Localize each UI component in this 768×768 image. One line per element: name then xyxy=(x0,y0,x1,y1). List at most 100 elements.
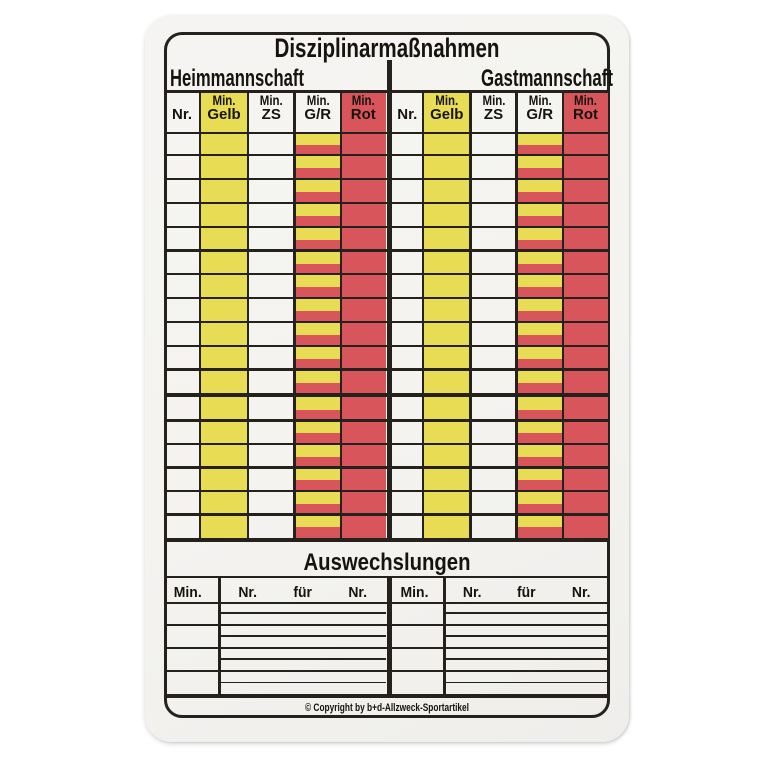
copyright-text: © Copyright by b+d-Allzweck-Sportartikel xyxy=(304,701,470,714)
subs-halfrow-line-gast-2 xyxy=(444,658,608,661)
subs-header-heim-wide: Nr. für Nr. xyxy=(220,585,386,600)
cell-heim-gr-row4-yellow xyxy=(294,202,341,216)
cell-heim-gr-row13-yellow xyxy=(294,420,341,434)
guest-team-label: Gastmannschaft xyxy=(480,65,613,93)
cell-gast-gr-row3-red xyxy=(516,192,563,203)
subs-header-gast-nr-in: Nr. xyxy=(571,583,591,601)
cell-gast-gr-row15-red xyxy=(516,480,563,492)
header-heim-zs-min: Min. xyxy=(259,92,283,108)
cell-gast-gr-row14-yellow xyxy=(516,444,563,457)
cell-gast-gr-row6-yellow xyxy=(516,250,563,264)
cell-heim-gr-row6-red xyxy=(294,263,341,275)
column-line-heim-3 xyxy=(339,90,343,542)
header-heim-rot-min: Min. xyxy=(351,92,375,108)
header-gast-zs-min: Min. xyxy=(482,92,505,108)
cell-heim-gr-row5-red xyxy=(294,239,341,251)
subs-header-heim-fuer: für xyxy=(293,583,312,601)
cell-heim-gr-row12-red xyxy=(294,410,341,421)
header-gast-gr-min: Min. xyxy=(528,92,552,108)
cell-gast-gr-row13-red xyxy=(516,433,563,445)
cell-gast-gr-row5-yellow xyxy=(516,226,563,240)
card-border-frame xyxy=(164,32,610,718)
cell-gast-gr-row2-yellow xyxy=(516,155,563,169)
header-heim-rot-label: Rot xyxy=(350,106,376,124)
cell-gast-gr-row5-red xyxy=(516,239,563,251)
header-heim-gr-min: Min. xyxy=(306,92,330,108)
cell-heim-gr-row7-yellow xyxy=(294,274,341,288)
cell-heim-gr-row17-red xyxy=(294,527,341,538)
column-line-gast-1 xyxy=(469,90,472,542)
header-gast-rot-min: Min. xyxy=(574,92,597,108)
column-line-gast-2 xyxy=(515,90,518,542)
cell-heim-gr-row5-yellow xyxy=(294,226,341,240)
header-gast-zs-label: ZS xyxy=(483,106,504,124)
subs-header-gast-fuer: für xyxy=(516,583,536,601)
column-fill-gast-gelb xyxy=(423,90,471,542)
header-gast-rot-label: Rot xyxy=(573,106,598,124)
column-line-gast-3 xyxy=(561,90,565,542)
header-heim-gr-label: G/R xyxy=(304,106,332,124)
cell-heim-gr-row14-yellow xyxy=(294,444,341,457)
cell-heim-gr-row2-red xyxy=(294,168,341,180)
column-line-gast-0 xyxy=(421,90,425,542)
cell-gast-gr-row14-red xyxy=(516,456,563,468)
cell-gast-gr-row9-red xyxy=(516,334,563,346)
cell-gast-gr-row8-red xyxy=(516,311,563,322)
cell-gast-gr-row2-red xyxy=(516,168,563,180)
subs-min-divider-gast xyxy=(443,575,446,698)
center-divider-lower xyxy=(386,575,393,698)
center-divider-upper xyxy=(386,60,393,542)
header-gast-nr-label: Nr. xyxy=(397,106,418,124)
cell-heim-gr-row10-yellow xyxy=(294,345,341,359)
cell-heim-gr-row1-yellow xyxy=(294,131,341,145)
cell-heim-gr-row8-red xyxy=(294,311,341,322)
cell-heim-gr-row16-red xyxy=(294,503,341,515)
column-line-heim-0 xyxy=(198,90,202,542)
header-gast-gr-label: G/R xyxy=(526,106,554,124)
cell-heim-gr-row11-red xyxy=(294,382,341,394)
column-line-heim-2 xyxy=(293,90,296,542)
cell-heim-gr-row9-red xyxy=(294,334,341,346)
cell-heim-gr-row14-red xyxy=(294,456,341,468)
cell-heim-gr-row10-red xyxy=(294,358,341,370)
cell-gast-gr-row16-yellow xyxy=(516,491,563,504)
cell-gast-gr-row11-yellow xyxy=(516,369,563,383)
header-heim-nr-label: Nr. xyxy=(171,106,192,124)
cell-heim-gr-row6-yellow xyxy=(294,250,341,264)
cell-gast-gr-row15-yellow xyxy=(516,467,563,481)
subs-halfrow-line-gast-0 xyxy=(444,612,608,614)
card-title: Disziplinarmaßnahmen xyxy=(274,32,500,63)
cell-heim-gr-row8-yellow xyxy=(294,298,341,312)
cell-heim-gr-row7-red xyxy=(294,287,341,299)
substitutions-title: Auswechslungen xyxy=(303,549,471,576)
subs-halfrow-line-heim-2 xyxy=(219,658,386,661)
cell-heim-gr-row2-yellow xyxy=(294,155,341,169)
cell-heim-gr-row15-yellow xyxy=(294,467,341,481)
subs-halfrow-line-heim-1 xyxy=(219,635,386,638)
cell-heim-gr-row13-red xyxy=(294,433,341,445)
cell-gast-gr-row7-red xyxy=(516,287,563,299)
cell-gast-gr-row13-yellow xyxy=(516,420,563,434)
cell-gast-gr-row10-red xyxy=(516,358,563,370)
subs-min-divider-heim xyxy=(218,575,221,698)
cell-gast-gr-row8-yellow xyxy=(516,298,563,312)
column-fill-heim-gelb xyxy=(200,90,248,542)
cell-heim-gr-row17-yellow xyxy=(294,514,341,528)
column-line-heim-1 xyxy=(246,90,250,542)
subs-header-gast-nr-out: Nr. xyxy=(462,583,482,601)
column-fill-heim-rot xyxy=(341,90,386,542)
cell-heim-gr-row1-red xyxy=(294,144,341,156)
cell-heim-gr-row3-red xyxy=(294,192,341,203)
cell-gast-gr-row4-red xyxy=(516,215,563,227)
subs-header-gast-wide: Nr. für Nr. xyxy=(445,585,609,600)
cell-heim-gr-row11-yellow xyxy=(294,369,341,383)
cell-heim-gr-row15-red xyxy=(294,480,341,492)
header-heim-zs-label: ZS xyxy=(261,106,281,124)
cell-gast-gr-row17-red xyxy=(516,527,563,538)
subs-header-heim-nr-out: Nr. xyxy=(237,583,257,601)
cell-gast-gr-row10-yellow xyxy=(516,345,563,359)
subs-halfrow-line-heim-0 xyxy=(219,612,386,614)
subs-header-heim-min: Min. xyxy=(173,583,202,601)
cell-heim-gr-row3-yellow xyxy=(294,179,341,193)
cell-gast-gr-row17-yellow xyxy=(516,514,563,528)
